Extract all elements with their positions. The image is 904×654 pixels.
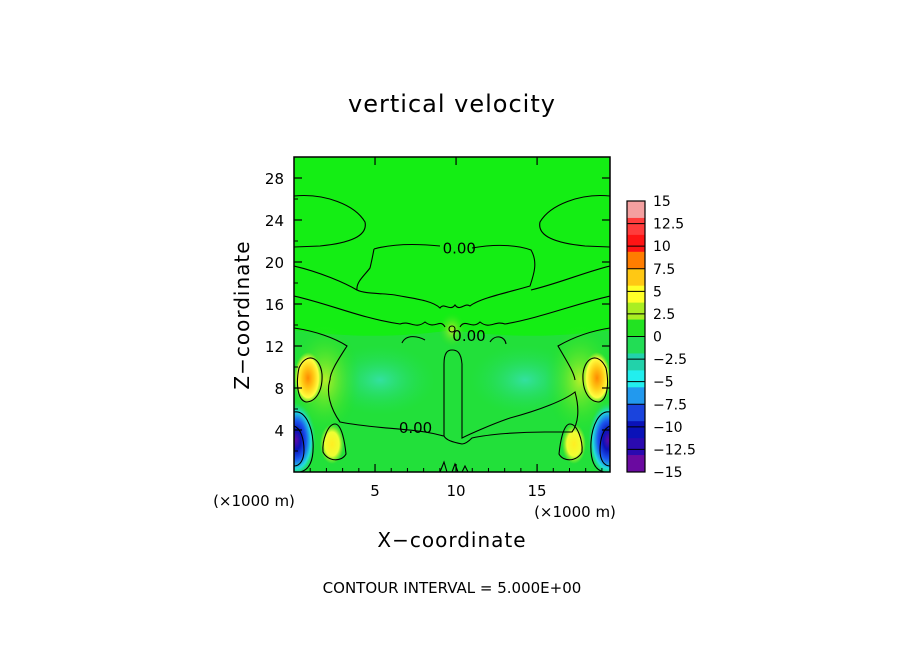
contour-updraft-lower-left [322, 423, 347, 461]
x-axis: 5 10 15 [309, 157, 603, 500]
colorbar-segment [627, 438, 645, 456]
colorbar-tick-label: −12.5 [653, 442, 696, 458]
contour-top-right-lobe [539, 194, 610, 248]
field-downdraft-right [588, 402, 610, 472]
field-downdraft-left [294, 402, 316, 472]
contour-bottom-spikes [439, 460, 469, 472]
colorbar-segment [627, 201, 645, 219]
plot-frame [293, 156, 611, 473]
colorbar-segment [627, 268, 645, 287]
field-updraft-upper-left [294, 352, 322, 404]
colorbar-segment [627, 285, 645, 304]
field-updraft-upper-right [583, 352, 610, 404]
contour-lower-left-sweep [327, 379, 445, 437]
y-tick-label: 24 [265, 212, 284, 230]
colorbar-tick-label: 7.5 [653, 262, 675, 278]
colorbar-tick-label: 0 [653, 330, 662, 346]
colorbar-tick-label: −15 [653, 465, 683, 481]
contour-lines [294, 194, 610, 472]
contour-column [443, 349, 579, 445]
x-axis-label: X−coordinate [377, 528, 526, 552]
colorbar-segment [627, 251, 645, 270]
y-tick-label: 4 [274, 422, 284, 440]
y-tick-label: 20 [265, 254, 284, 272]
colorbar-segment [627, 217, 645, 236]
contour-label: 0.00 [452, 327, 485, 345]
colorbar-segment [627, 455, 645, 473]
colorbar-tick-label: −10 [653, 420, 683, 436]
x-tick-label: 15 [528, 482, 547, 500]
colorbar-tick-label: 5 [653, 284, 662, 300]
colorbar-tick-label: 15 [653, 194, 671, 210]
contour-top-left-lobe [294, 194, 366, 248]
y-axis: 4 8 12 16 20 24 28 [265, 170, 610, 452]
colorbar-segment [627, 302, 645, 321]
colorbar-segment [627, 387, 645, 405]
contour-labels: 0.00 0.00 0.00 [399, 240, 486, 438]
field-updraft-lower-right [562, 424, 586, 464]
contour-level-16-left [294, 295, 446, 328]
x-tick-label: 5 [370, 482, 380, 500]
y-tick-label: 8 [274, 380, 284, 398]
contour-updraft-lower-right [558, 423, 583, 461]
z-unit-label: (×1000 m) [213, 492, 295, 510]
contour-level-12-right [557, 327, 610, 381]
colorbar-tick-label: 10 [653, 239, 671, 255]
contour-level-16-right [459, 295, 610, 328]
contour-label: 0.00 [443, 240, 476, 258]
colorbar-tick-label: 2.5 [653, 307, 675, 323]
contour-interval-note: CONTOUR INTERVAL = 5.000E+00 [323, 579, 582, 597]
colorbar-segment [627, 319, 645, 337]
contour-updraft-upper-left [296, 357, 323, 403]
x-unit-label: (×1000 m) [534, 503, 616, 521]
colorbar-tick-label: −5 [653, 375, 674, 391]
contour-updraft-upper-right [582, 357, 609, 403]
contour-mid-left [294, 265, 358, 291]
colorbar-segment [627, 404, 645, 422]
chart-title: vertical velocity [348, 90, 556, 118]
colorbar-segment [627, 353, 645, 371]
contour-level-12-left [294, 327, 348, 381]
y-axis-label: Z−coordinate [230, 240, 254, 389]
contour-center-cells [401, 336, 507, 345]
contour-downdraft-right [590, 411, 610, 472]
colorbar-segment [627, 336, 645, 354]
colorbar-segment [627, 421, 645, 439]
plot-area [294, 157, 610, 472]
contour-label: 0.00 [399, 419, 432, 437]
colorbar-segment [627, 234, 645, 253]
colorbar-segment [627, 370, 645, 388]
y-tick-label: 28 [265, 170, 284, 188]
contour-mid-right [530, 265, 610, 291]
colorbar-tick-label: −7.5 [653, 397, 687, 413]
colorbar-tick-label: −2.5 [653, 352, 687, 368]
y-tick-label: 12 [265, 338, 284, 356]
x-tick-label: 10 [447, 482, 466, 500]
colorbar-tick-label: 12.5 [653, 217, 684, 233]
contour-downdraft-left [294, 411, 314, 472]
y-tick-label: 16 [265, 296, 284, 314]
field-lime-center [438, 312, 466, 348]
contour-upper-zero [356, 243, 536, 309]
colorbar: 15 12.5 10 7.5 5 2.5 0 −2.5 −5 −7.5 −10 −12.5 −15 [626, 194, 696, 481]
contour-small-cell [448, 325, 456, 333]
